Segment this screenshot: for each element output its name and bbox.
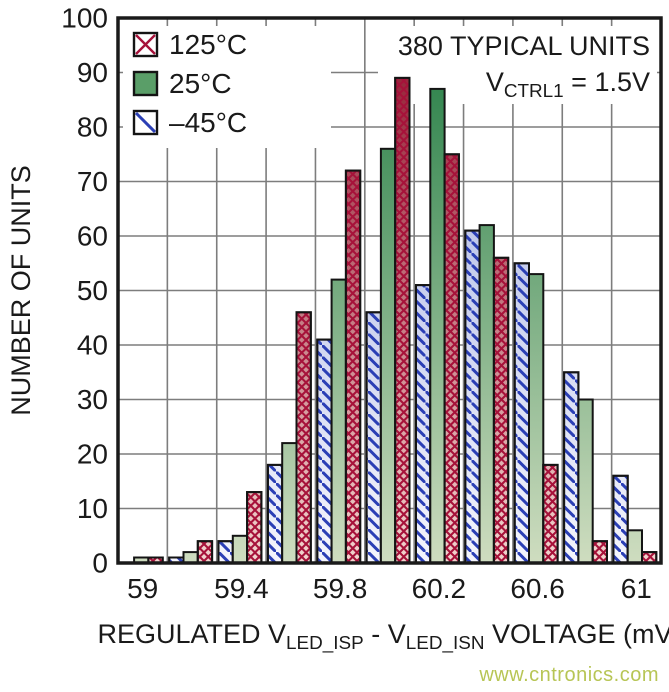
- bar-25C-bin-60.6: [528, 273, 545, 564]
- bar-25C-bin-60: [379, 147, 397, 565]
- legend-item-125C: [132, 31, 159, 58]
- y-tick-label-80: 80: [77, 112, 108, 143]
- legend-item-25C: [132, 70, 159, 97]
- legend-item-45C: [132, 109, 159, 136]
- watermark-text: www.cntronics.com: [479, 664, 659, 686]
- y-tick-label-0: 0: [92, 548, 108, 579]
- bar-25C-bin-60.4: [478, 224, 495, 564]
- bar-25C-bin-60.8: [577, 398, 594, 564]
- y-tick-label-30: 30: [77, 384, 108, 415]
- y-tick-label-50: 50: [77, 275, 108, 306]
- annotation-line1: 380 TYPICAL UNITS: [398, 31, 650, 61]
- legend-label-1: 25°C: [169, 68, 232, 99]
- x-tick-label-60.6: 60.6: [510, 573, 565, 604]
- y-tick-label-60: 60: [77, 221, 108, 252]
- x-tick-label-59.8: 59.8: [313, 573, 368, 604]
- y-axis-title: NUMBER OF UNITS: [6, 165, 36, 416]
- bar-25C-bin-60.2: [429, 87, 446, 565]
- bar-25C-bin-59.8: [330, 278, 347, 564]
- bar-25C-bin-59.6: [281, 442, 298, 565]
- x-tick-label-59: 59: [127, 573, 158, 604]
- x-tick-label-60.2: 60.2: [412, 573, 467, 604]
- x-tick-label-61: 61: [621, 573, 652, 604]
- bars: [133, 76, 658, 565]
- y-tick-label-40: 40: [77, 330, 108, 361]
- legend-label-2: –45°C: [169, 107, 247, 138]
- annotation-line2: VCTRL1 = 1.5V: [486, 67, 650, 102]
- annotation-box: [378, 26, 657, 104]
- x-axis-title: REGULATED VLED_ISP - VLED_ISN VOLTAGE (m…: [97, 619, 669, 654]
- x-tick-label-59.4: 59.4: [214, 573, 269, 604]
- legend-label-0: 125°C: [169, 29, 247, 60]
- y-tick-label-70: 70: [77, 166, 108, 197]
- bar-25C-bin-61: [626, 529, 644, 564]
- plot-frame: [116, 16, 663, 565]
- legend: [132, 31, 159, 136]
- y-tick-label-20: 20: [77, 439, 108, 470]
- legend-swatch-green-solid: [132, 70, 159, 97]
- y-tick-label-10: 10: [77, 493, 108, 524]
- y-tick-label-100: 100: [61, 3, 108, 34]
- bar-25C-bin-59.4: [231, 534, 249, 565]
- y-tick-label-90: 90: [77, 57, 108, 88]
